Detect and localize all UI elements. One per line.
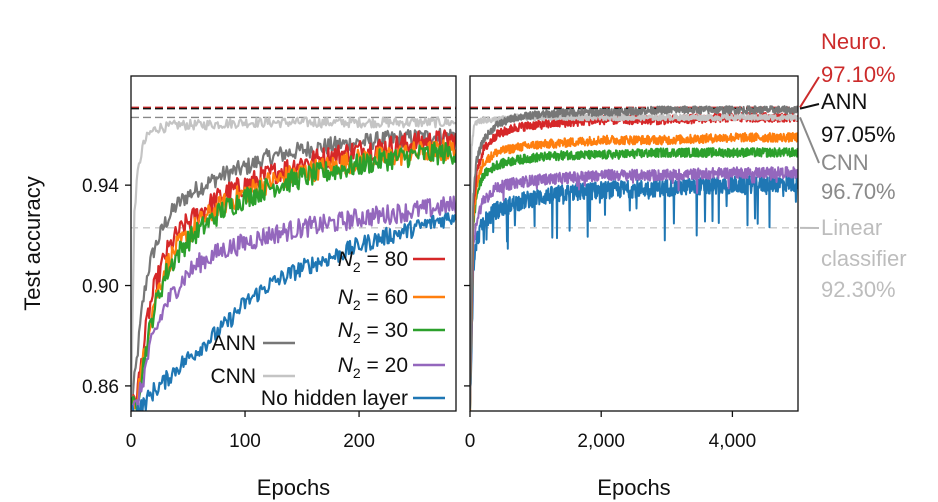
- series-line-right-n2-20: [470, 166, 798, 406]
- legend-label: No hidden layer: [261, 387, 408, 410]
- legend-label: N2 = 20: [338, 354, 408, 381]
- x-axis-title-left: Epochs: [257, 475, 330, 500]
- legend-label: ANN: [212, 332, 256, 355]
- annotation-label: 96.70%: [821, 179, 896, 204]
- annotation-label: 92.30%: [821, 277, 896, 302]
- axes: 0.86 0.90 0.94 0 100 200 0 2,000 4,000 Epochs Epoc…: [20, 176, 756, 500]
- right-panel-frame: [469, 75, 799, 412]
- series-line-left-n2-20: [131, 195, 456, 411]
- x-tick-label-left: 0: [126, 431, 137, 452]
- reference-annotations: Neuro. 97.10%ANN 97.05% CNN 96.70% Linear clas…: [799, 29, 907, 302]
- annotation-callout-line: [799, 76, 820, 108]
- legend-label: N2 = 30: [338, 319, 408, 346]
- annotation-label: 97.10%: [821, 62, 896, 87]
- series-line-left-n2-80: [131, 129, 456, 411]
- legend-label: CNN: [211, 365, 257, 388]
- y-tick-label: 0.90: [82, 277, 119, 298]
- series-line-left-no-hidden-layer: [131, 212, 456, 411]
- legend-label: N2 = 60: [338, 286, 408, 313]
- x-tick-label-right: 0: [465, 431, 476, 452]
- x-tick-label-left: 100: [229, 431, 261, 452]
- legend: N2 = 80 N2 = 60 N2 = 30 N2 = 20 No hidden la…: [211, 248, 445, 410]
- series-line-right-ann: [470, 105, 798, 409]
- y-tick-label: 0.86: [82, 377, 119, 398]
- x-tick-label-left: 200: [343, 431, 375, 452]
- y-axis-title: Test accuracy: [20, 176, 45, 311]
- series-line-right-n2-60: [470, 132, 798, 411]
- series-line-right-n2-30: [470, 147, 798, 411]
- annotation-label: 97.05%: [821, 122, 896, 147]
- annotation-label: ANN: [821, 89, 867, 114]
- annotation-callout-line: [799, 117, 820, 164]
- annotation-label: Linear: [821, 215, 882, 240]
- left-panel-plot-area: [131, 106, 456, 411]
- annotation-label: CNN: [821, 150, 869, 175]
- annotation-label: Neuro.: [821, 29, 887, 54]
- x-tick-label-right: 2,000: [577, 431, 625, 452]
- annotation-callout-line: [799, 103, 820, 110]
- series-line-right-no-hidden-layer: [470, 173, 798, 411]
- x-tick-label-right: 4,000: [709, 431, 757, 452]
- left-panel-frame: [130, 75, 457, 412]
- right-panel-plot-area: [470, 105, 798, 411]
- x-axis-title-right: Epochs: [597, 475, 670, 500]
- series-line-left-n2-30: [131, 141, 456, 411]
- y-tick-label: 0.94: [82, 176, 119, 197]
- annotation-label: classifier: [821, 246, 907, 271]
- legend-label: N2 = 80: [338, 248, 408, 275]
- series-line-left-cnn: [131, 116, 456, 411]
